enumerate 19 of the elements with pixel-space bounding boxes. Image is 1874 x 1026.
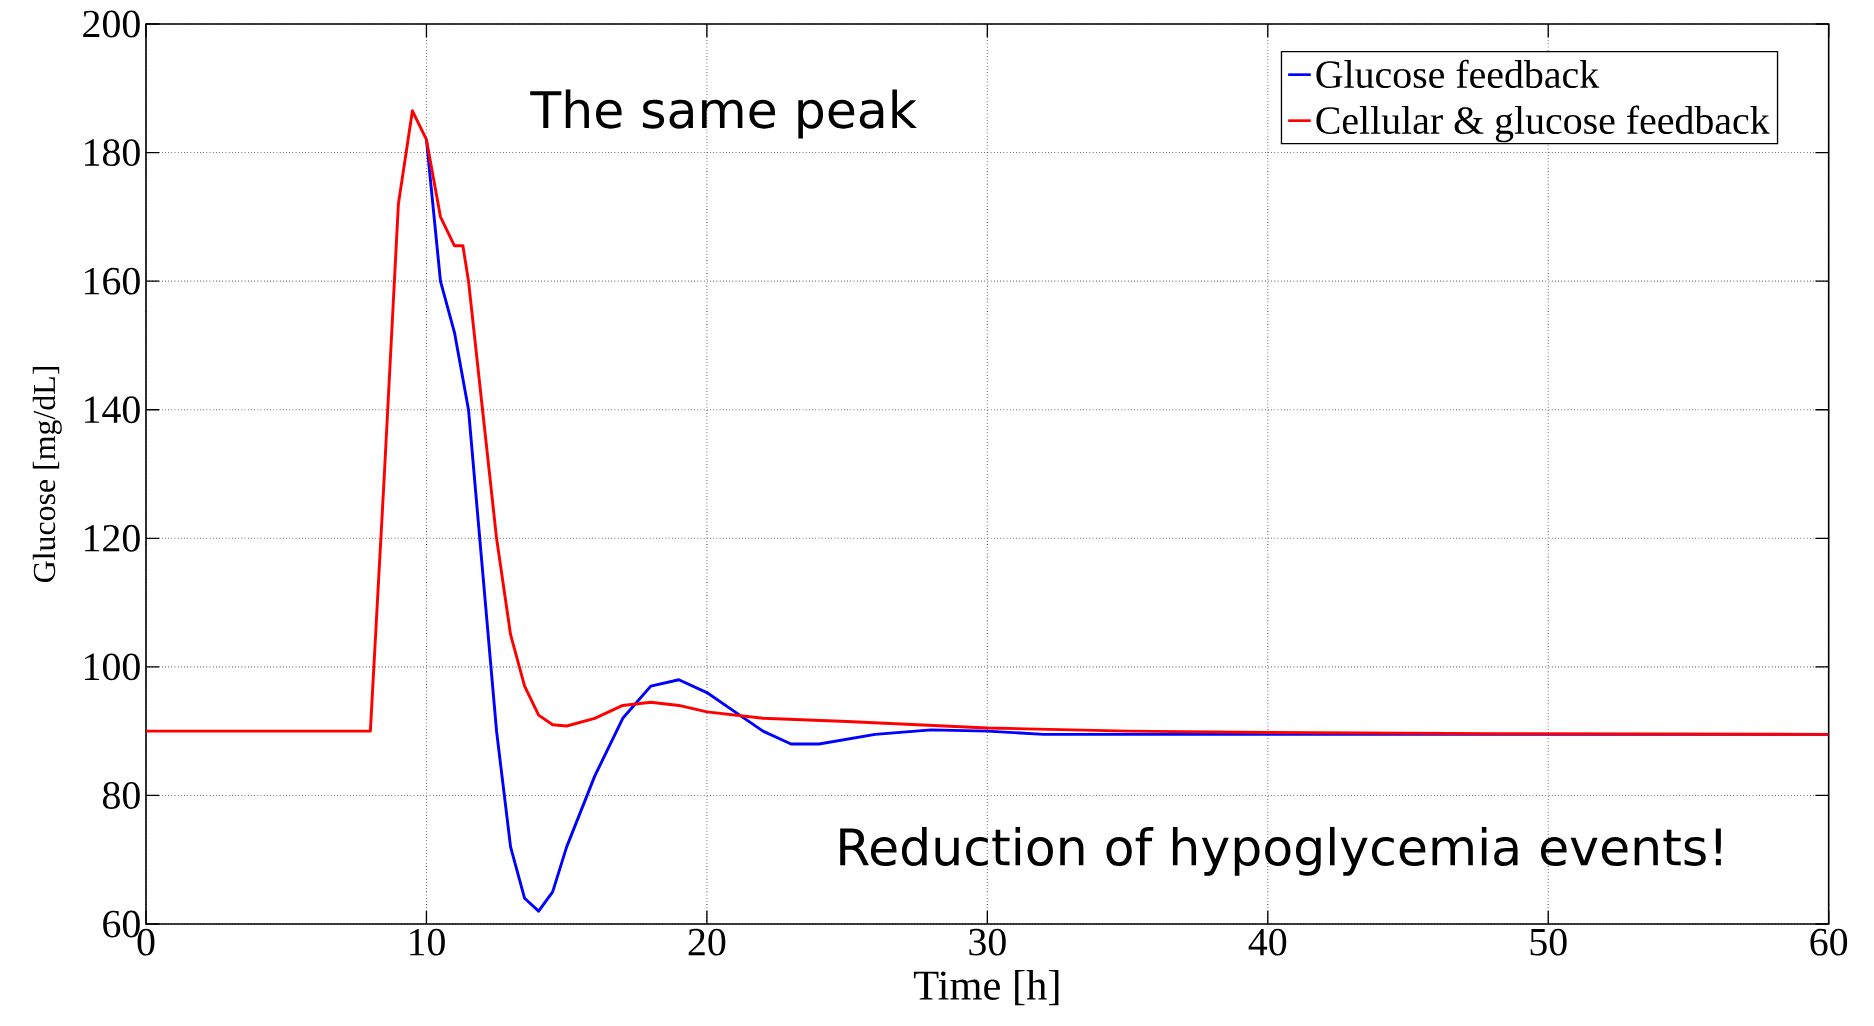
y-tick-label: 180 xyxy=(85,139,140,167)
y-tick-label: 140 xyxy=(85,396,140,424)
y-tick-label: 120 xyxy=(85,524,140,552)
y-tick-label: 200 xyxy=(83,10,140,38)
y-tick-label: 160 xyxy=(85,267,140,295)
y-tick-label: 100 xyxy=(85,653,140,681)
x-tick-label: 20 xyxy=(688,928,726,956)
x-tick-label: 30 xyxy=(969,928,1006,956)
x-axis-title: Time [h] xyxy=(913,970,1059,1006)
x-tick-label: 60 xyxy=(1810,928,1848,956)
annotation: Reduction of hypoglycemia events! xyxy=(840,826,1721,876)
x-tick-label: 10 xyxy=(410,928,445,956)
y-tick-label: 80 xyxy=(102,782,140,809)
y-axis-title: Glucose [mg/dL] xyxy=(32,367,62,583)
legend-label: Cellular & glucose feedback xyxy=(1316,105,1770,143)
x-tick-label: 40 xyxy=(1248,928,1287,956)
x-tick-label: 50 xyxy=(1530,928,1567,956)
legend-label: Glucose feedback xyxy=(1316,59,1600,89)
annotation: The same peak xyxy=(530,89,917,139)
